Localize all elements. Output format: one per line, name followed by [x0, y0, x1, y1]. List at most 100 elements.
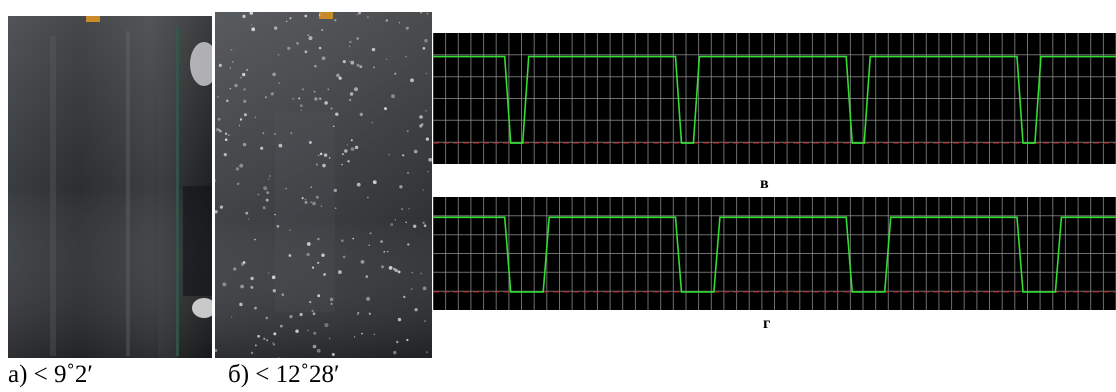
- bubble: [373, 333, 375, 335]
- bubble: [229, 87, 232, 90]
- bubble: [277, 54, 280, 56]
- bubble: [272, 72, 276, 77]
- bubble: [411, 271, 414, 274]
- bubble: [318, 46, 322, 50]
- bubble: [309, 141, 312, 144]
- bubble: [336, 73, 340, 78]
- bubble: [420, 272, 422, 275]
- bubble: [281, 293, 284, 296]
- scope-grid: [433, 33, 1116, 164]
- bubble: [279, 324, 283, 328]
- bubble: [262, 206, 266, 210]
- bubble: [328, 157, 331, 159]
- bubble: [356, 63, 360, 67]
- bubble: [342, 255, 346, 259]
- bubble: [239, 302, 243, 307]
- bubble: [338, 270, 342, 274]
- bubble: [257, 334, 260, 338]
- bubble: [288, 254, 292, 257]
- bubble: [323, 273, 326, 276]
- bubble: [406, 338, 409, 342]
- bubble: [304, 14, 308, 18]
- bubble: [266, 339, 269, 342]
- bubble: [313, 90, 316, 93]
- bubble: [246, 68, 249, 71]
- bubble: [308, 36, 313, 41]
- bubble: [219, 205, 223, 209]
- bubble: [320, 205, 323, 207]
- bubble: [331, 353, 335, 356]
- bubble: [327, 88, 329, 91]
- bubble: [348, 98, 352, 102]
- bubble: [426, 13, 429, 15]
- scope-grid: [433, 197, 1116, 310]
- bubble: [315, 163, 318, 166]
- bubble: [263, 337, 266, 340]
- bubble: [424, 320, 426, 322]
- oscillogram-v: [433, 33, 1116, 164]
- bubble: [215, 349, 218, 352]
- bubble: [240, 284, 244, 289]
- bubble: [313, 331, 317, 335]
- bubble: [309, 300, 312, 304]
- bubble: [321, 253, 325, 257]
- bubble: [342, 60, 346, 64]
- bubble: [332, 125, 335, 128]
- bubble: [237, 182, 240, 185]
- bubble: [401, 208, 404, 211]
- bubble: [307, 329, 309, 332]
- bubble: [334, 19, 337, 22]
- oscillogram-v-label: в: [760, 175, 769, 192]
- bubble: [405, 26, 409, 30]
- bubble: [242, 261, 246, 264]
- bubble: [330, 107, 333, 110]
- bubble: [314, 64, 317, 68]
- bubble: [383, 250, 386, 253]
- bubble: [321, 29, 324, 31]
- bubble: [278, 82, 280, 84]
- bubble: [242, 72, 246, 77]
- bubble: [295, 329, 299, 333]
- bubble: [296, 42, 299, 45]
- bubble: [323, 153, 328, 157]
- bubble: [407, 243, 410, 246]
- bubble: [414, 308, 418, 312]
- bubble: [316, 348, 321, 353]
- bubble: [270, 92, 274, 96]
- bubble: [397, 270, 401, 274]
- bubble: [226, 99, 229, 103]
- bubble: [250, 276, 254, 281]
- bubble: [333, 188, 337, 193]
- bubble: [265, 198, 269, 202]
- bubble: [397, 317, 402, 322]
- bubble: [243, 88, 246, 91]
- bubble: [330, 302, 333, 305]
- bubble: [380, 240, 383, 243]
- bubble: [254, 238, 256, 241]
- bubble: [314, 97, 318, 101]
- bubble: [422, 47, 426, 50]
- bubble: [425, 72, 428, 75]
- bubble: [349, 92, 354, 96]
- bubble: [359, 112, 363, 117]
- bubble: [394, 72, 397, 75]
- bubble: [411, 288, 413, 290]
- bubble: [406, 171, 410, 174]
- bubble: [268, 178, 270, 180]
- bubble: [312, 312, 316, 316]
- bubble: [405, 55, 407, 58]
- bubble: [408, 208, 410, 210]
- bubble: [286, 20, 288, 23]
- bubble: [304, 200, 308, 204]
- bubble: [289, 17, 292, 20]
- oscillogram-g: [433, 197, 1116, 310]
- bubble: [225, 132, 228, 135]
- bubble: [346, 144, 349, 146]
- bubble: [360, 260, 365, 264]
- bubble: [352, 237, 355, 240]
- bubble: [385, 58, 388, 61]
- bubble: [257, 193, 260, 196]
- bubble: [273, 133, 276, 135]
- bubble: [354, 145, 359, 150]
- bubble: [347, 160, 350, 163]
